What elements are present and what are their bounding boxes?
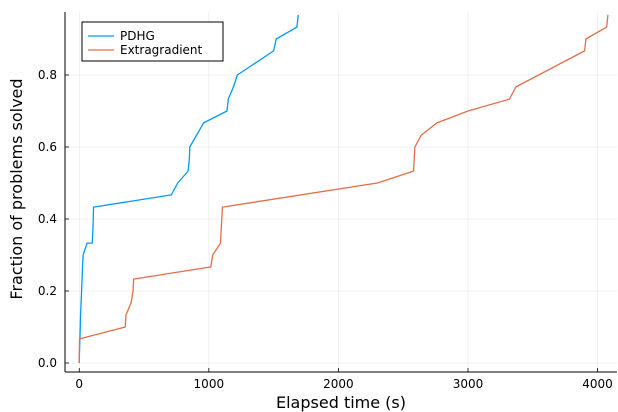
grid (65, 12, 617, 372)
y-tick-label: 0.8 (38, 68, 57, 82)
y-tick-label: 0.2 (38, 284, 57, 298)
x-tick-label: 4000 (582, 377, 613, 391)
legend-label-pdhg: PDHG (120, 29, 155, 43)
legend-label-extragradient: Extragradient (120, 43, 203, 57)
legend-box (81, 21, 224, 62)
y-tick-label: 0.0 (38, 356, 57, 370)
x-tick-label: 0 (75, 377, 83, 391)
x-tick-label: 2000 (323, 377, 354, 391)
y-tick-label: 0.6 (38, 140, 57, 154)
series-line-extragradient (78, 14, 609, 364)
x-tick-label: 1000 (194, 377, 225, 391)
series-lines (78, 14, 609, 364)
y-axis-label: Fraction of problems solved (7, 78, 26, 299)
x-ticks: 0 1000 2000 3000 4000 (75, 368, 613, 391)
y-tick-label: 0.4 (38, 212, 57, 226)
x-tick-label: 3000 (453, 377, 484, 391)
y-ticks: 0.0 0.2 0.4 0.6 0.8 (38, 68, 69, 370)
legend: PDHG Extragradient (81, 21, 224, 62)
axes-frame (64, 12, 617, 373)
series-line-pdhg (78, 14, 299, 364)
x-axis-label: Elapsed time (s) (276, 393, 406, 412)
